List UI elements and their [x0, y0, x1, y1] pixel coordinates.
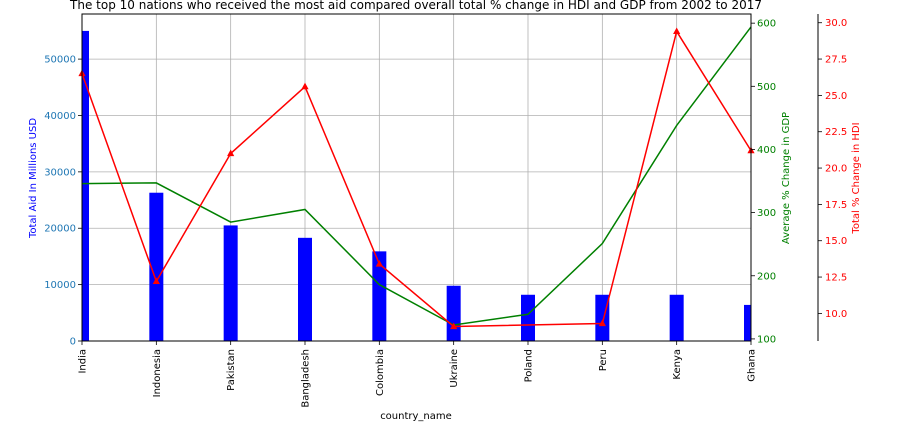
left-y-tick-label: 40000	[44, 111, 76, 122]
aid-bar	[446, 285, 461, 341]
x-tick-label: Colombia	[375, 349, 386, 396]
grid	[82, 14, 751, 341]
hdi-marker	[152, 277, 160, 285]
hdi-line	[78, 27, 755, 330]
gdp-y-tick-label: 500	[757, 82, 776, 93]
hdi-y-tick-label: 20.0	[825, 164, 847, 175]
hdi-y-tick-label: 15.0	[825, 236, 847, 247]
hdi-y-tick-label: 12.5	[825, 273, 847, 284]
hdi-marker	[673, 27, 681, 35]
plot-frame	[81, 13, 752, 342]
aid-bar	[149, 192, 164, 341]
hdi-y-tick-label: 10.0	[825, 309, 847, 320]
left-y-tick-label: 20000	[44, 224, 76, 235]
hdi-marker	[598, 319, 606, 327]
aid-bar	[298, 237, 312, 341]
aid-bar	[82, 30, 89, 342]
left-y-tick-label: 0	[70, 337, 76, 348]
hdi-marker	[227, 149, 235, 157]
aid-bar	[372, 251, 387, 341]
gdp-series-line	[81, 26, 752, 326]
left-y-tick-label: 10000	[44, 280, 76, 291]
hdi-marker	[301, 82, 309, 90]
hdi-series-line	[81, 29, 752, 328]
aid-bar	[223, 225, 238, 341]
left-y-tick-label: 30000	[44, 167, 76, 178]
gdp-y-tick-label: 200	[757, 271, 776, 282]
x-tick-label: Bangladesh	[301, 349, 312, 408]
x-tick-label: Ghana	[747, 349, 758, 382]
hdi-y-tick-label: 25.0	[825, 91, 847, 102]
chart-title: The top 10 nations who received the most…	[69, 0, 762, 12]
hdi-y-ticks: 10.0 12.5 15.0 17.5 20.0 22.5 25.0 27.5 30.0	[818, 18, 847, 320]
x-tick-label: India	[78, 349, 89, 374]
bars	[82, 30, 751, 342]
gdp-y-ticks: 100 200 300 400 500 600	[751, 19, 776, 345]
x-axis-label: country_name	[380, 411, 452, 422]
left-y-tick-label: 50000	[44, 55, 76, 66]
gdp-y-tick-label: 100	[757, 334, 776, 345]
hdi-y-tick-label: 30.0	[825, 18, 847, 29]
hdi-marker	[375, 259, 383, 267]
left-y-axis-label: Total Aid In Millions USD	[28, 118, 39, 239]
gdp-y-tick-label: 600	[757, 19, 776, 30]
hdi-y-tick-label: 27.5	[825, 55, 847, 66]
aid-bar	[521, 294, 535, 341]
x-tick-label: Kenya	[672, 349, 683, 380]
x-tick-label: Ukraine	[449, 349, 460, 388]
hdi-y-tick-label: 22.5	[825, 127, 847, 138]
hdi-y-axis-label: Total % Change in HDI	[851, 122, 862, 234]
aid-bar	[744, 304, 751, 341]
x-tick-label: Indonesia	[152, 349, 163, 397]
left-y-ticks: 0 10000 20000 30000 40000 50000	[44, 55, 82, 348]
x-ticks: India Indonesia Pakistan Bangladesh Colombia…	[78, 341, 758, 408]
x-tick-label: Peru	[598, 349, 609, 371]
x-tick-label: Pakistan	[226, 349, 237, 391]
aid-bar	[595, 294, 610, 341]
gdp-y-tick-label: 400	[757, 145, 776, 156]
x-tick-label: Poland	[524, 349, 535, 382]
gdp-y-axis-label: Average % Change in GDP	[781, 112, 792, 244]
gdp-y-tick-label: 300	[757, 208, 776, 219]
gdp-line	[81, 26, 752, 326]
hdi-marker	[450, 322, 458, 330]
hdi-y-tick-label: 17.5	[825, 200, 847, 211]
aid-bar	[669, 294, 684, 341]
